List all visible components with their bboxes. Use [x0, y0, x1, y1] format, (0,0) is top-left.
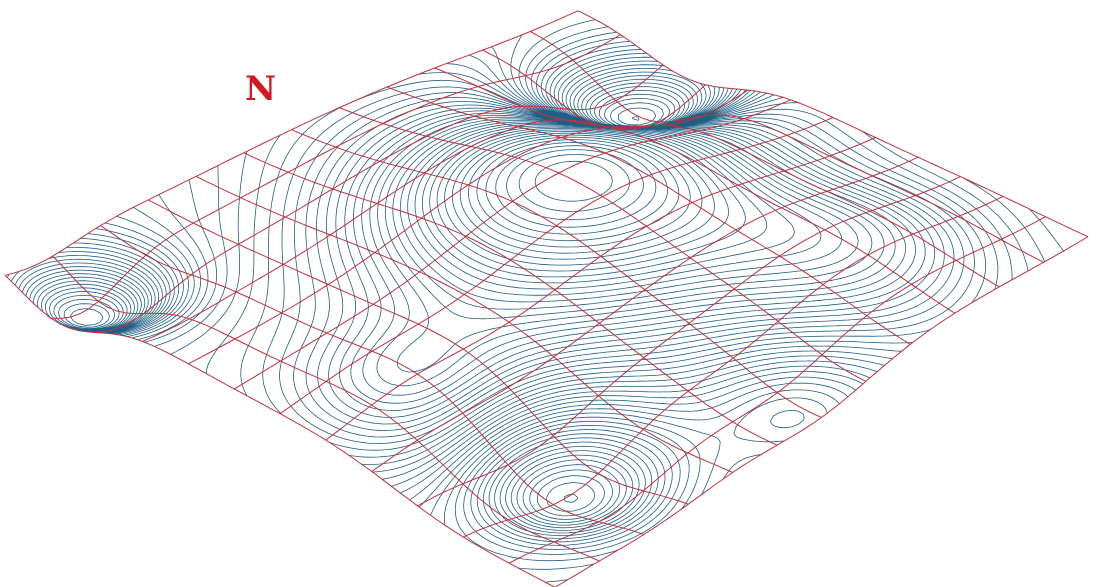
- grid-line: [371, 156, 919, 472]
- grid-line: [554, 236, 1089, 587]
- grid-line: [4, 10, 579, 276]
- grid-line: [417, 176, 961, 507]
- grid-line: [96, 64, 664, 334]
- grid-line: [243, 152, 778, 446]
- north-label: N: [245, 69, 277, 109]
- grid-line: [325, 137, 876, 441]
- terrain-grid: [4, 10, 1089, 587]
- grid-line: [508, 216, 1046, 564]
- grid-line: [463, 195, 1004, 538]
- grid-line: [188, 89, 749, 365]
- grid-line: [233, 99, 791, 390]
- contour-line-set: [6, 19, 1064, 583]
- grid-line: [50, 34, 621, 319]
- grid-line: [279, 117, 834, 415]
- grid-line: [142, 84, 706, 342]
- contour-lines: [6, 19, 1064, 583]
- grid-line: [100, 225, 644, 535]
- grid-line: [530, 31, 1044, 263]
- grid-line: [482, 49, 1000, 288]
